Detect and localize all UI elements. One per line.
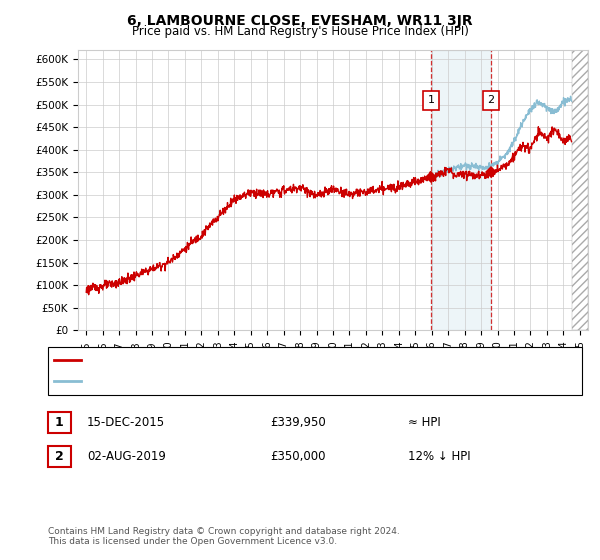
Text: 2: 2 (487, 95, 494, 105)
Text: HPI: Average price, detached house, Wychavon: HPI: Average price, detached house, Wych… (87, 376, 352, 386)
Text: 12% ↓ HPI: 12% ↓ HPI (408, 450, 470, 463)
Text: 6, LAMBOURNE CLOSE, EVESHAM, WR11 3JR (detached house): 6, LAMBOURNE CLOSE, EVESHAM, WR11 3JR (d… (87, 355, 437, 365)
Text: 1: 1 (55, 416, 64, 430)
Text: 15-DEC-2015: 15-DEC-2015 (87, 416, 165, 430)
Text: £339,950: £339,950 (270, 416, 326, 430)
Text: 02-AUG-2019: 02-AUG-2019 (87, 450, 166, 463)
Text: ≈ HPI: ≈ HPI (408, 416, 441, 430)
Text: Price paid vs. HM Land Registry's House Price Index (HPI): Price paid vs. HM Land Registry's House … (131, 25, 469, 38)
Text: £350,000: £350,000 (270, 450, 325, 463)
Text: 1: 1 (428, 95, 434, 105)
Bar (431, 50, 491, 330)
Text: Contains HM Land Registry data © Crown copyright and database right 2024.
This d: Contains HM Land Registry data © Crown c… (48, 526, 400, 546)
Polygon shape (572, 50, 588, 330)
Text: 6, LAMBOURNE CLOSE, EVESHAM, WR11 3JR: 6, LAMBOURNE CLOSE, EVESHAM, WR11 3JR (127, 14, 473, 28)
Text: 2: 2 (55, 450, 64, 463)
